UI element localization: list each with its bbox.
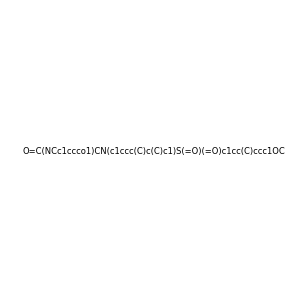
Text: O=C(NCc1ccco1)CN(c1ccc(C)c(C)c1)S(=O)(=O)c1cc(C)ccc1OC: O=C(NCc1ccco1)CN(c1ccc(C)c(C)c1)S(=O)(=O… [22, 147, 285, 156]
